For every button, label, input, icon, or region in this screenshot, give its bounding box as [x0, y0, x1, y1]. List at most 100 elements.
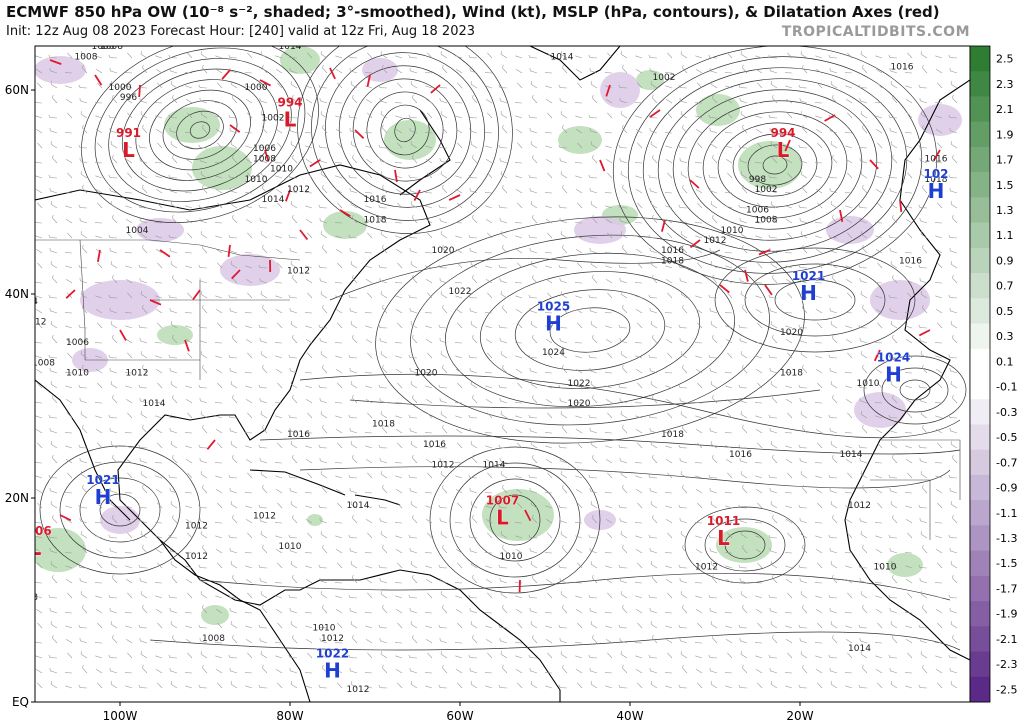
wind-barb	[680, 100, 688, 104]
wind-barb	[217, 682, 223, 689]
wind-barb-flag	[592, 94, 594, 98]
wind-barb	[110, 610, 118, 614]
wind-barb-flag	[352, 574, 354, 578]
wind-barb-flag	[798, 204, 801, 208]
wind-barb	[455, 188, 463, 194]
wind-barb	[472, 457, 478, 464]
wind-barb	[427, 592, 433, 599]
wind-barb-flag	[768, 354, 771, 358]
wind-barb-flag	[918, 384, 921, 388]
wind-barb	[202, 487, 208, 494]
wind-barb	[605, 565, 613, 569]
wind-barb	[635, 595, 643, 599]
wind-barb	[95, 535, 103, 539]
wind-barb	[635, 428, 643, 434]
wind-barb	[710, 383, 718, 389]
wind-barb	[605, 158, 613, 164]
isobar	[863, 355, 967, 425]
wind-barb	[682, 367, 688, 374]
low-pressure-value: 1007	[486, 493, 519, 507]
isobar-value-label: 998	[749, 175, 766, 185]
wind-barb	[382, 427, 388, 434]
wind-barb	[605, 578, 613, 584]
wind-barb	[502, 67, 508, 74]
wind-barb	[877, 442, 883, 449]
wind-barb	[592, 217, 598, 224]
wind-barb	[290, 250, 298, 254]
wind-barb-flag	[712, 394, 714, 398]
wind-barb-flag	[922, 424, 924, 428]
wind-barb	[830, 563, 838, 569]
wind-barb	[140, 580, 148, 584]
wind-barb	[890, 143, 898, 149]
wind-barb	[80, 520, 88, 524]
wind-barb	[740, 520, 748, 524]
wind-barb	[110, 623, 118, 629]
wind-barb-flag	[768, 414, 771, 418]
wind-barb	[80, 280, 88, 284]
wind-barb	[320, 293, 328, 299]
wind-barb	[127, 172, 133, 179]
wind-barb	[260, 413, 268, 419]
isobar-value-label: 1010	[721, 226, 744, 236]
wind-barb	[110, 370, 118, 374]
dilatation-axis	[285, 189, 291, 202]
wind-barb	[875, 595, 883, 599]
low-pressure-symbol: L	[29, 536, 42, 560]
wind-barb	[155, 548, 163, 554]
wind-barb	[740, 593, 748, 599]
wind-barb	[412, 397, 418, 404]
wind-barb	[592, 97, 598, 104]
wind-barb	[787, 52, 793, 59]
wind-barb-flag	[108, 54, 111, 58]
wind-barb	[95, 655, 103, 659]
wind-barb	[620, 400, 628, 404]
wind-barb	[247, 592, 253, 599]
isobar-value-label: 1010	[874, 562, 897, 572]
wind-barb	[232, 397, 238, 404]
wind-barb-flag	[802, 604, 804, 608]
wind-barb-flag	[502, 604, 504, 608]
wind-barb-flag	[352, 394, 354, 398]
watermark: TROPICALTIDBITS.COM	[781, 24, 970, 40]
wind-barb	[862, 607, 868, 614]
wind-barb	[757, 562, 763, 569]
isobar-value-label: 1014	[262, 195, 285, 205]
wind-barb	[742, 307, 748, 314]
wind-barb	[665, 385, 673, 389]
wind-barb	[817, 202, 823, 209]
wind-barb-flag	[922, 364, 924, 368]
wind-barb-flag	[142, 304, 144, 308]
wind-barb	[727, 232, 733, 239]
wind-barb	[37, 382, 43, 389]
wind-barb	[620, 100, 628, 104]
wind-barb	[725, 98, 733, 104]
wind-barb	[710, 683, 718, 689]
wind-barb	[620, 340, 628, 344]
wind-barb-flag	[652, 94, 654, 98]
isobar-value-label: 1010	[279, 542, 302, 552]
wind-barb	[590, 190, 598, 194]
wind-barb	[800, 460, 808, 464]
wind-barb	[560, 353, 568, 359]
wind-barb	[725, 158, 733, 164]
positive-ow-area	[35, 528, 86, 572]
wind-barb	[157, 622, 163, 629]
wind-barb	[695, 355, 703, 359]
wind-barb	[37, 562, 43, 569]
wind-barb-flag	[168, 474, 171, 478]
wind-barb	[635, 188, 643, 194]
wind-barb-flag	[258, 384, 261, 388]
wind-barb	[620, 220, 628, 224]
wind-barb	[127, 292, 133, 299]
wind-barb	[757, 322, 763, 329]
wind-barb	[335, 355, 343, 359]
wind-barb	[830, 503, 838, 509]
wind-barb	[920, 460, 928, 464]
wind-barb	[635, 235, 643, 239]
wind-barb	[502, 127, 508, 134]
wind-barb	[335, 188, 343, 194]
isobar-value-label: 996	[120, 93, 137, 103]
wind-barb	[890, 203, 898, 209]
wind-barb	[697, 262, 703, 269]
